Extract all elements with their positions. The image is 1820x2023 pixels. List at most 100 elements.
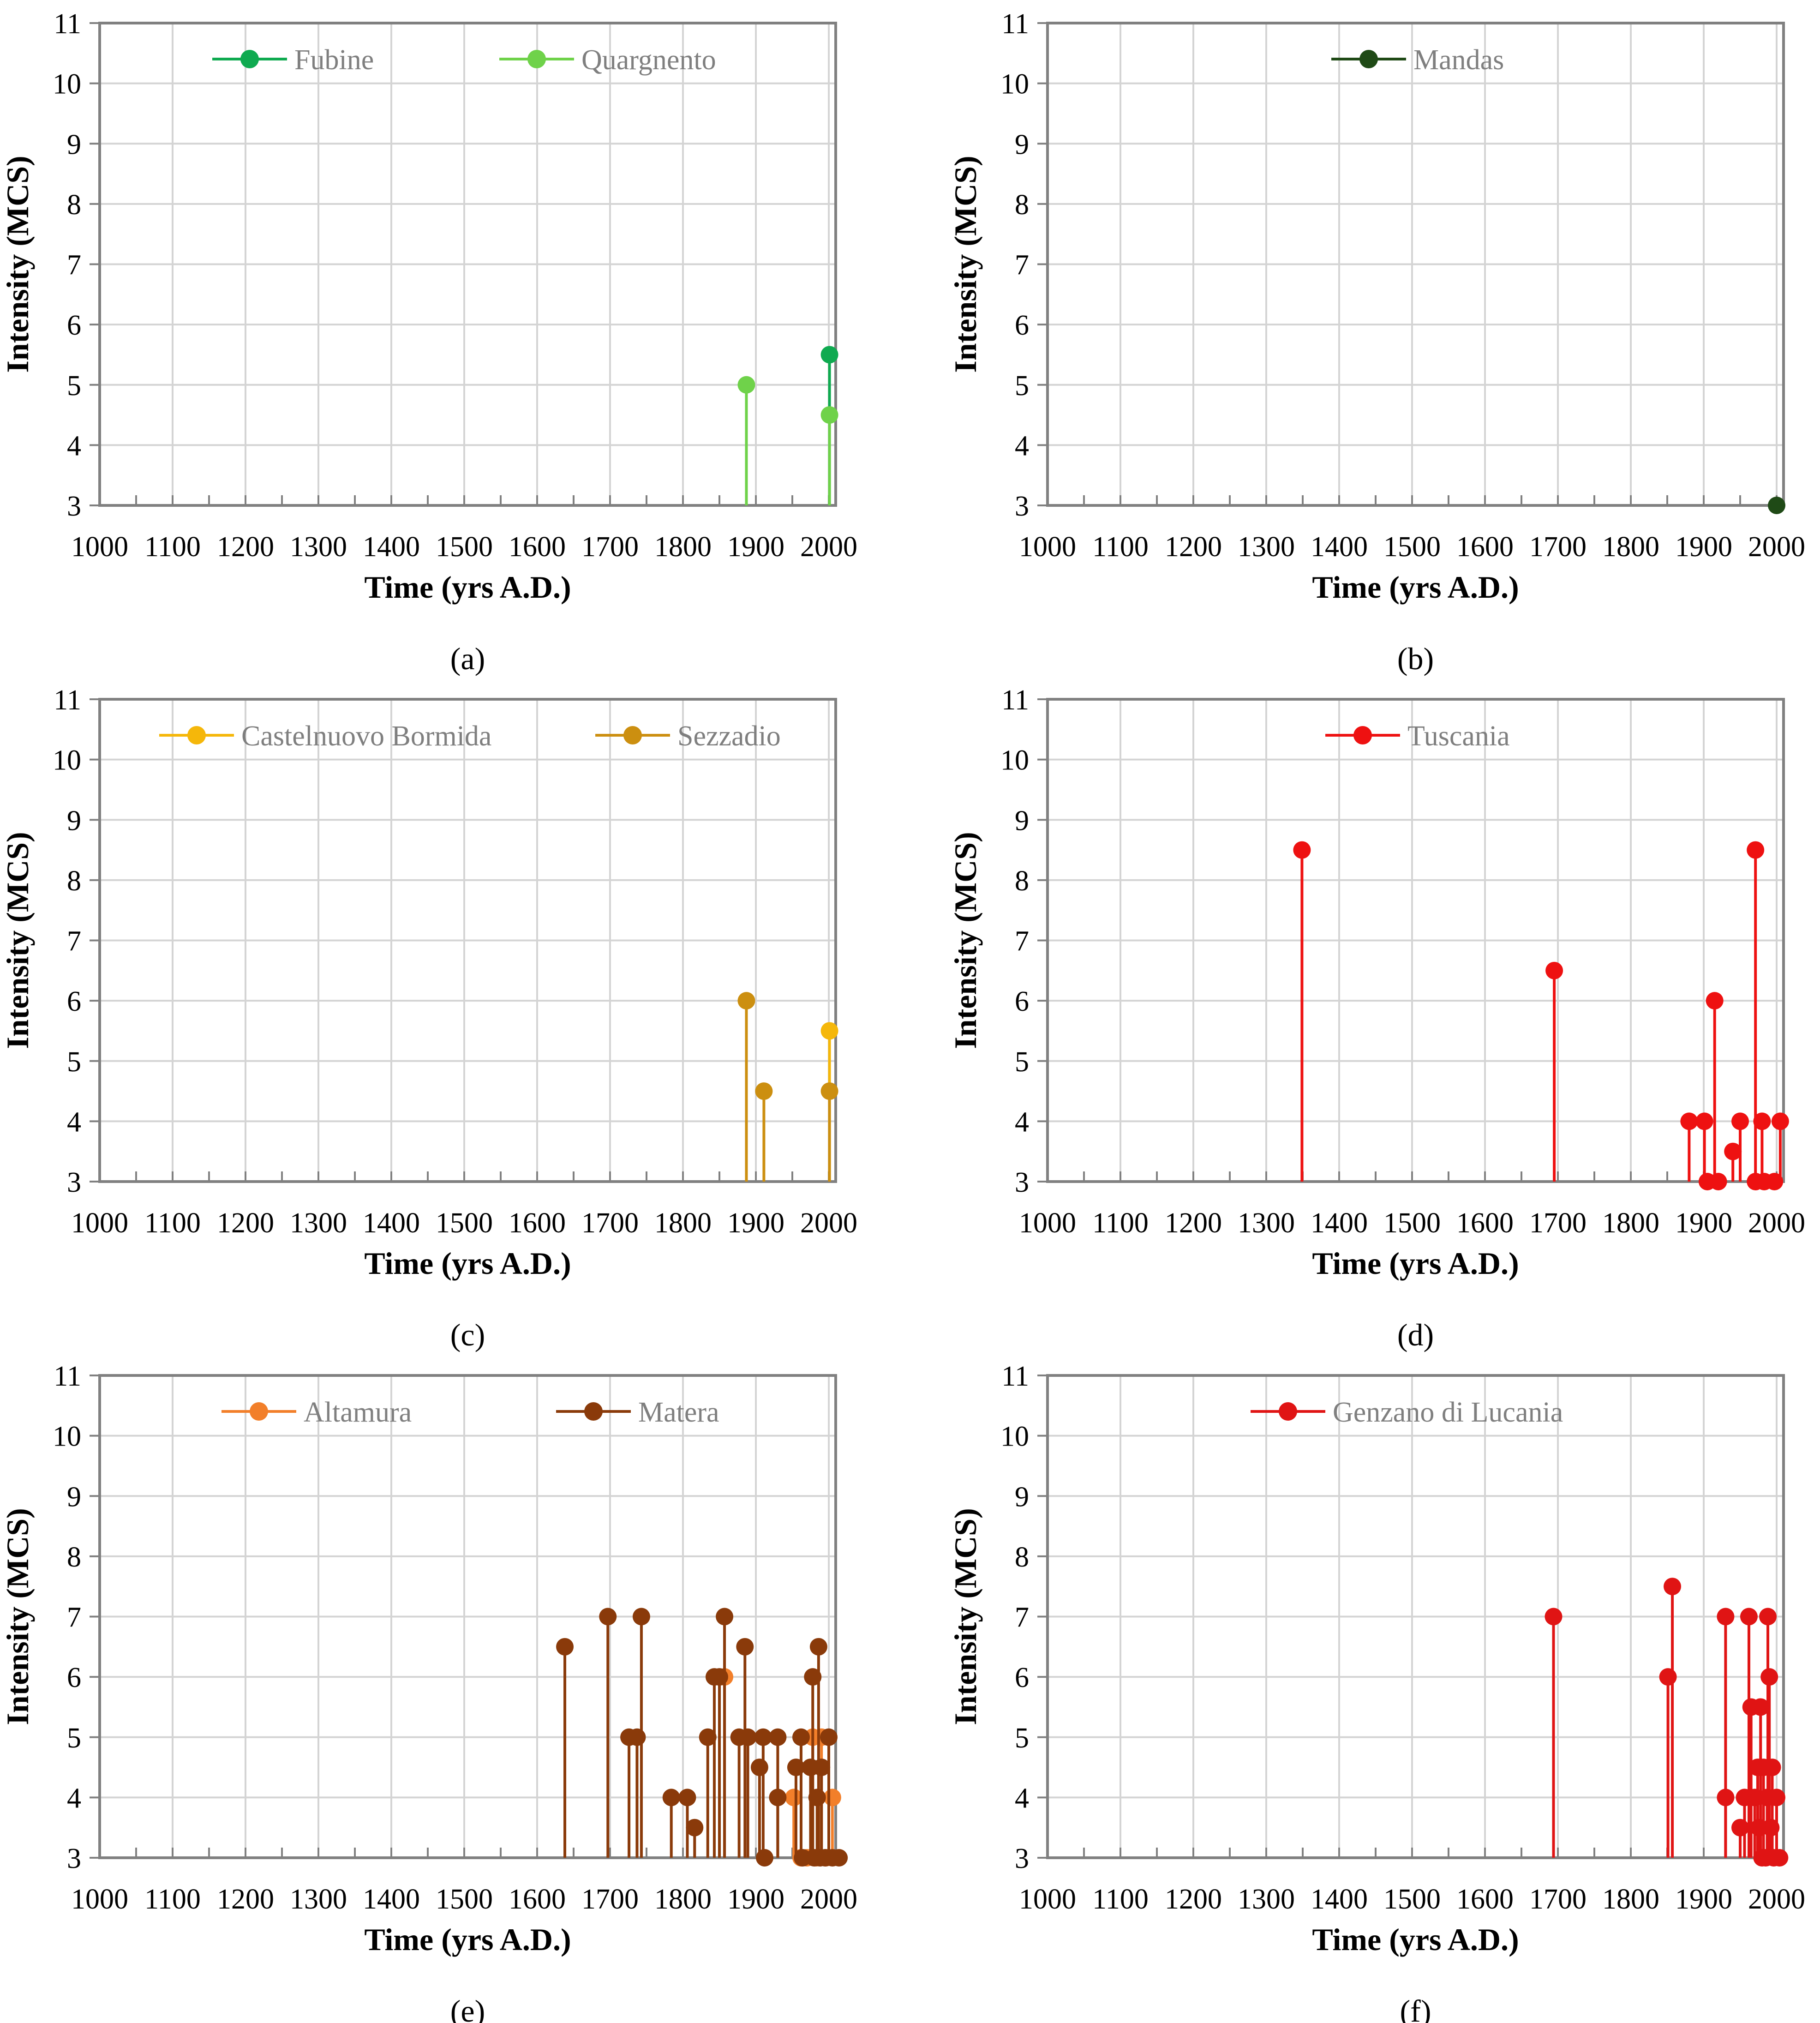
y-tick-label: 10 xyxy=(1000,1421,1029,1453)
y-tick-label: 10 xyxy=(1000,745,1029,776)
y-tick-label: 7 xyxy=(67,250,81,281)
legend-label: Sezzadio xyxy=(677,720,781,752)
y-tick-label: 4 xyxy=(67,1106,81,1138)
x-tick-label: 2000 xyxy=(1748,531,1805,563)
x-tick-label: 1000 xyxy=(71,531,128,563)
y-tick-label: 11 xyxy=(54,8,81,40)
x-tick-label: 1800 xyxy=(654,1884,712,1915)
data-point xyxy=(813,1759,831,1777)
x-tick-label: 1400 xyxy=(363,1884,420,1915)
legend-marker xyxy=(1279,1402,1297,1421)
legend-marker xyxy=(623,726,642,744)
y-tick-label: 7 xyxy=(67,1602,81,1633)
y-tick-label: 8 xyxy=(1015,865,1029,897)
y-axis-title: Intensity (MCS) xyxy=(948,156,983,372)
data-point xyxy=(769,1789,787,1807)
data-point xyxy=(739,1728,757,1746)
data-point xyxy=(1724,1142,1742,1160)
legend-label: Tuscania xyxy=(1407,720,1510,752)
y-tick-label: 8 xyxy=(1015,189,1029,221)
y-tick-label: 11 xyxy=(54,1361,81,1392)
data-point xyxy=(1709,1173,1727,1190)
data-point xyxy=(1680,1112,1698,1130)
x-tick-label: 1100 xyxy=(1092,1884,1149,1915)
legend-marker xyxy=(240,50,259,68)
y-tick-label: 10 xyxy=(53,69,81,100)
y-tick-label: 3 xyxy=(67,491,81,522)
series-mandas xyxy=(1768,497,1785,514)
panel-caption: (a) xyxy=(450,641,485,676)
y-tick-label: 10 xyxy=(53,745,81,776)
data-point xyxy=(678,1789,696,1807)
panel-caption: (f) xyxy=(1400,1993,1431,2023)
y-tick-label: 5 xyxy=(1015,1723,1029,1754)
y-tick-label: 3 xyxy=(1015,491,1029,522)
x-tick-label: 1500 xyxy=(436,1884,493,1915)
data-point xyxy=(662,1789,680,1807)
data-point xyxy=(1695,1112,1713,1130)
data-point xyxy=(686,1819,704,1837)
x-tick-label: 1100 xyxy=(1092,1207,1149,1239)
legend-label: Genzano di Lucania xyxy=(1333,1397,1563,1428)
x-tick-label: 1900 xyxy=(1675,531,1732,563)
data-point xyxy=(1545,961,1563,979)
y-tick-label: 6 xyxy=(67,1662,81,1693)
data-point xyxy=(1740,1608,1758,1626)
y-tick-label: 7 xyxy=(1015,1602,1029,1633)
y-tick-label: 7 xyxy=(1015,250,1029,281)
x-tick-label: 1000 xyxy=(1019,1207,1076,1239)
x-axis-title: Time (yrs A.D.) xyxy=(364,1922,571,1957)
data-point xyxy=(632,1608,650,1626)
y-tick-label: 5 xyxy=(67,1723,81,1754)
x-tick-label: 1900 xyxy=(727,1884,784,1915)
data-point xyxy=(1659,1668,1677,1686)
legend-label: Matera xyxy=(638,1397,719,1428)
y-tick-label: 9 xyxy=(1015,1481,1029,1513)
x-tick-label: 1200 xyxy=(1165,531,1222,563)
x-tick-label: 1300 xyxy=(290,1884,347,1915)
data-point xyxy=(716,1608,734,1626)
y-tick-label: 4 xyxy=(67,1783,81,1814)
data-point xyxy=(1545,1608,1563,1626)
data-point xyxy=(1746,1789,1764,1807)
x-tick-label: 1900 xyxy=(727,531,784,563)
y-tick-label: 9 xyxy=(67,129,81,160)
x-tick-label: 1800 xyxy=(654,531,712,563)
x-axis-title: Time (yrs A.D.) xyxy=(1312,1246,1519,1281)
x-tick-label: 1500 xyxy=(436,1207,493,1239)
y-tick-label: 4 xyxy=(67,430,81,462)
y-tick-label: 9 xyxy=(67,805,81,836)
data-point xyxy=(628,1728,646,1746)
data-point xyxy=(737,992,755,1010)
y-tick-label: 11 xyxy=(54,684,81,716)
x-tick-label: 1400 xyxy=(363,531,420,563)
y-tick-label: 3 xyxy=(67,1167,81,1198)
x-tick-label: 1000 xyxy=(71,1884,128,1915)
panel-caption: (e) xyxy=(450,1993,485,2023)
legend-marker xyxy=(250,1402,268,1421)
y-tick-label: 3 xyxy=(1015,1167,1029,1198)
legend-label: Fubine xyxy=(294,44,374,76)
chart-panel-a: 3 4 5 6 7 8 9 10 11 1000 1100 1200 1300 1400 1500 1600 1… xyxy=(0,8,857,676)
series-sezzadio xyxy=(737,992,838,1182)
data-point xyxy=(820,346,838,364)
data-point xyxy=(823,1789,841,1807)
y-tick-label: 4 xyxy=(1015,1783,1029,1814)
series-matera xyxy=(556,1608,848,1867)
x-tick-label: 2000 xyxy=(1748,1884,1805,1915)
x-tick-label: 1700 xyxy=(581,1207,639,1239)
y-axis-title: Intensity (MCS) xyxy=(0,1508,35,1725)
data-point xyxy=(1706,992,1724,1010)
data-point xyxy=(792,1728,810,1746)
data-point xyxy=(820,1022,838,1040)
data-point xyxy=(750,1759,768,1777)
series-genzano-di-lucania xyxy=(1545,1578,1789,1867)
y-tick-label: 6 xyxy=(67,310,81,341)
data-point xyxy=(820,406,838,424)
x-tick-label: 1100 xyxy=(144,531,201,563)
x-tick-label: 1500 xyxy=(1383,531,1441,563)
x-tick-label: 1700 xyxy=(1529,1884,1587,1915)
x-tick-label: 1000 xyxy=(71,1207,128,1239)
x-tick-label: 1000 xyxy=(1019,531,1076,563)
y-tick-label: 6 xyxy=(1015,986,1029,1017)
